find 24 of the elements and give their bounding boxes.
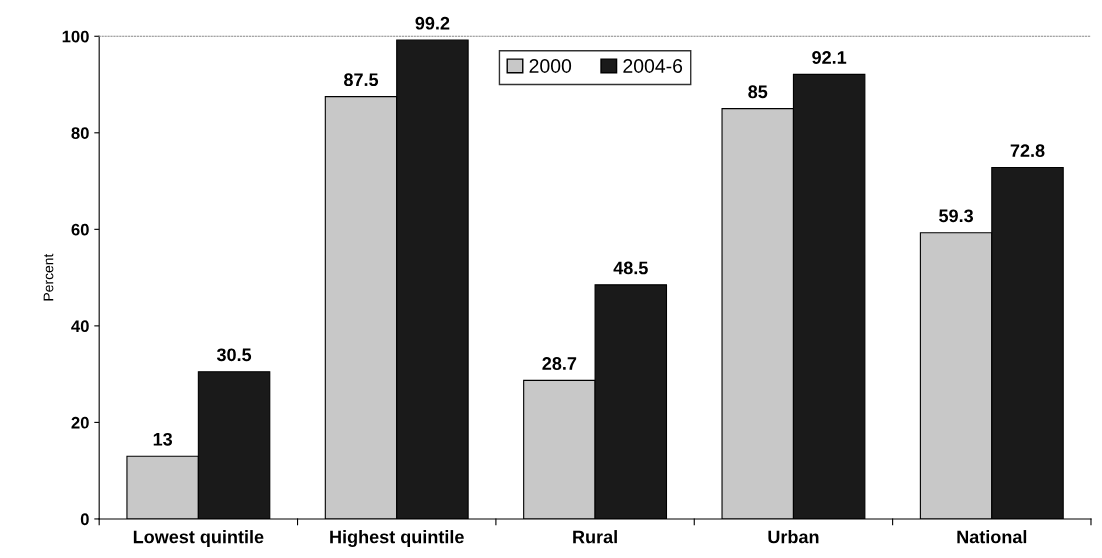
x-tick-label: Lowest quintile [133,530,264,547]
data-label: 13 [153,432,173,446]
x-tick-label: Urban [768,530,819,544]
data-label: 30.5 [216,348,252,362]
data-label: 85 [748,85,768,99]
x-tick-label: Highest quintile [330,530,464,547]
legend-label: 2000 [529,59,572,73]
y-tick-label: 80 [71,127,89,140]
data-label: 99.2 [415,16,450,30]
data-label: 59.3 [939,209,974,223]
legend-label: 2004-6 [623,59,683,73]
y-tick-label: 60 [71,223,89,236]
y-tick-label: 40 [71,320,89,333]
x-tick-label: Rural [573,530,617,544]
data-label: 28.7 [542,357,577,370]
y-axis-title: Percent [43,253,54,301]
y-tick-label: 20 [71,416,89,429]
data-label: 92.1 [812,51,847,64]
y-tick-label: 100 [62,30,89,43]
x-tick-label: National [957,530,1027,544]
data-label: 72.8 [1010,144,1045,158]
data-label: 87.5 [344,73,379,87]
data-label: 48.5 [613,261,648,275]
y-tick-label: 0 [80,513,89,526]
